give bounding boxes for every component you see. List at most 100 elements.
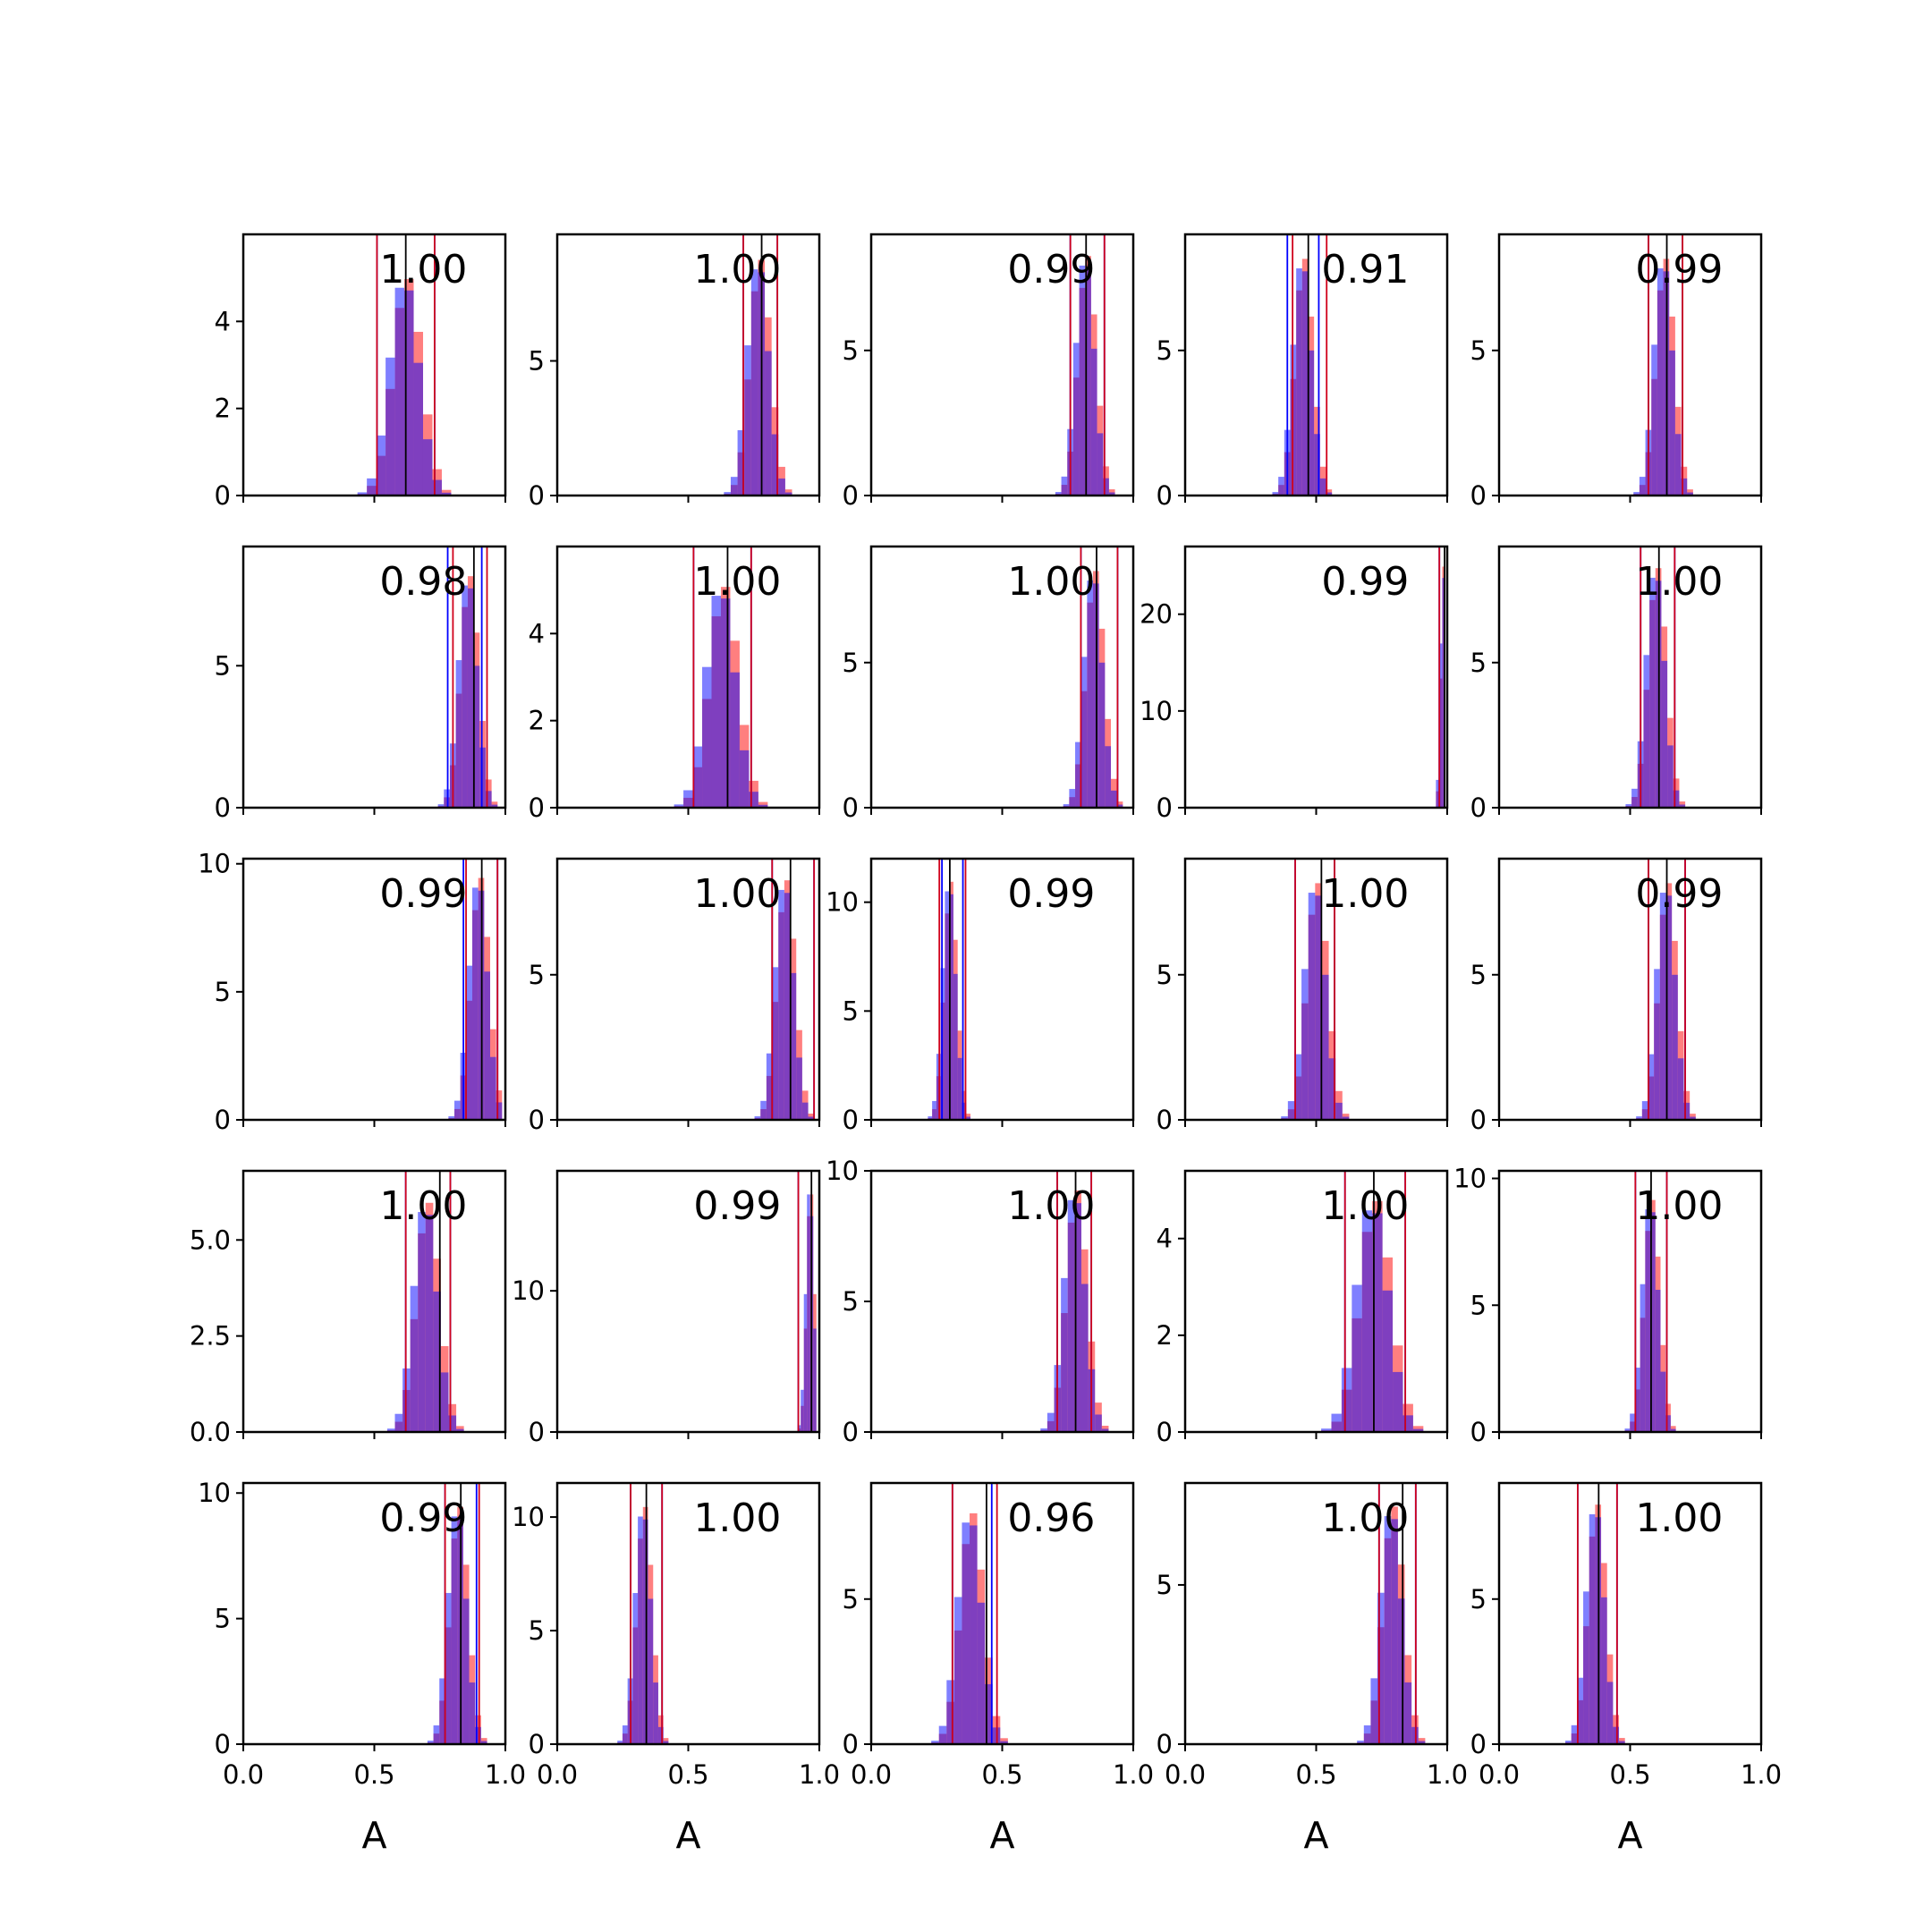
blue-bar	[1281, 1116, 1288, 1120]
y-tick-label: 0	[529, 480, 545, 511]
y-tick-label: 10	[512, 1502, 545, 1532]
blue-bar	[796, 1057, 802, 1120]
y-tick-label: 0	[1157, 792, 1173, 823]
blue-bar	[1308, 350, 1315, 496]
blue-bar	[479, 747, 486, 808]
blue-bar	[1619, 1741, 1625, 1744]
blue-bar	[1342, 1116, 1350, 1120]
blue-bar	[1319, 478, 1326, 496]
panel-3-1: 0 5 10 0.99	[198, 849, 507, 1135]
blue-bar	[472, 887, 479, 1120]
panel-2-4: 0 10 20 0.99	[1140, 545, 1449, 823]
blue-bar	[441, 492, 452, 496]
panel-1-2: 051.00	[529, 233, 821, 511]
blue-bar	[1111, 790, 1117, 808]
y-tick-label: 0.0	[190, 1417, 231, 1447]
x-axis-label: A	[361, 1814, 386, 1857]
panel-1-5: 050.99	[1470, 233, 1763, 511]
blue-bar	[480, 1741, 487, 1744]
panel-value-label: 0.96	[1007, 1496, 1095, 1541]
y-tick-label: 0	[1157, 480, 1173, 511]
blue-bar	[1326, 492, 1333, 496]
blue-bar	[367, 478, 377, 496]
blue-bar	[778, 478, 785, 496]
blue-bar	[1085, 268, 1091, 496]
blue-bar	[1296, 268, 1302, 496]
y-tick-label: 0	[529, 1417, 545, 1447]
x-axis-label: A	[989, 1814, 1014, 1857]
blue-bar	[657, 1726, 664, 1744]
blue-bar	[1278, 477, 1284, 496]
blue-bar	[433, 1291, 441, 1432]
y-tick-label: 0	[1157, 1105, 1173, 1135]
blue-bar	[1287, 1101, 1295, 1120]
panel-value-label: 1.00	[693, 247, 781, 292]
panel-3-5: 050.99	[1470, 857, 1763, 1135]
panel-5-2: 0 5 10 0.0 0.5 1.0 A 1.00	[512, 1481, 840, 1857]
panel-5-3: 0 5 0.0 0.5 1.0 A 0.96	[843, 1481, 1154, 1857]
blue-bar	[1046, 1412, 1055, 1432]
panel-4-1: 0.0 2.5 5.0 1.00	[190, 1169, 507, 1447]
blue-bar	[784, 893, 791, 1120]
blue-bar	[1040, 1428, 1047, 1432]
blue-bar	[1645, 1209, 1651, 1432]
blue-bar	[1665, 895, 1673, 1120]
blue-bar	[425, 1215, 434, 1432]
panel-5-5: 0 5 0.0 0.5 1.0 A 1.00	[1470, 1481, 1782, 1857]
panel-4-5: 0 5 10 1.00	[1453, 1164, 1763, 1447]
blue-bar	[1341, 1368, 1352, 1432]
blue-bar	[754, 1116, 761, 1120]
panel-value-label: 0.99	[1321, 559, 1409, 605]
blue-bar	[1565, 1741, 1572, 1744]
blue-bar	[936, 1054, 941, 1120]
blue-bar	[653, 1682, 658, 1744]
x-tick-label: 0.0	[537, 1759, 578, 1790]
panel-value-label: 0.99	[1007, 247, 1095, 292]
blue-bar	[1397, 1598, 1405, 1744]
panel-value-label: 0.98	[379, 559, 467, 605]
blue-bar	[1108, 492, 1115, 496]
panel-3-4: 051.00	[1157, 857, 1449, 1135]
blue-bar	[1080, 657, 1088, 808]
blue-bar	[444, 789, 450, 808]
blue-bar	[1649, 577, 1656, 808]
panel-value-label: 1.00	[693, 559, 781, 605]
y-tick-label: 10	[1140, 696, 1173, 726]
blue-bar	[490, 1056, 496, 1120]
blue-bar	[1098, 662, 1106, 808]
blue-bar	[484, 971, 491, 1120]
x-tick-label: 0.0	[223, 1759, 264, 1790]
panel-5-1: 0 5 10 0.0 0.5 1.0 A 0.99	[198, 1478, 526, 1857]
panel-value-label: 1.00	[693, 1496, 781, 1541]
blue-bar	[456, 1428, 464, 1432]
blue-bar	[1105, 746, 1112, 808]
blue-bar	[1643, 655, 1650, 808]
blue-bar	[1418, 1741, 1426, 1744]
panel-value-label: 0.99	[379, 1496, 467, 1541]
blue-bar	[765, 351, 772, 496]
x-tick-label: 0.5	[353, 1759, 394, 1790]
blue-bar	[394, 287, 405, 496]
blue-bar	[683, 790, 693, 808]
blue-bar	[758, 804, 768, 808]
blue-bar	[1650, 1212, 1656, 1432]
y-tick-label: 5	[843, 648, 859, 678]
blue-bar	[642, 1519, 648, 1744]
y-tick-label: 2	[1157, 1320, 1173, 1351]
x-axis-label: A	[1617, 1814, 1642, 1857]
blue-bar	[1672, 974, 1678, 1120]
blue-bar	[1631, 788, 1638, 808]
blue-bar	[462, 585, 468, 808]
blue-bar	[771, 434, 779, 496]
blue-bar	[1681, 478, 1688, 496]
blue-bar	[1601, 1597, 1607, 1744]
blue-bar	[801, 1102, 809, 1120]
blue-bar	[940, 968, 945, 1120]
blue-bar	[1272, 492, 1279, 496]
y-tick-label: 2	[215, 394, 231, 424]
x-tick-label: 0.0	[1165, 1759, 1206, 1790]
y-tick-label: 0	[843, 480, 859, 511]
y-tick-label: 0	[1470, 792, 1487, 823]
blue-bar	[1583, 1591, 1589, 1744]
